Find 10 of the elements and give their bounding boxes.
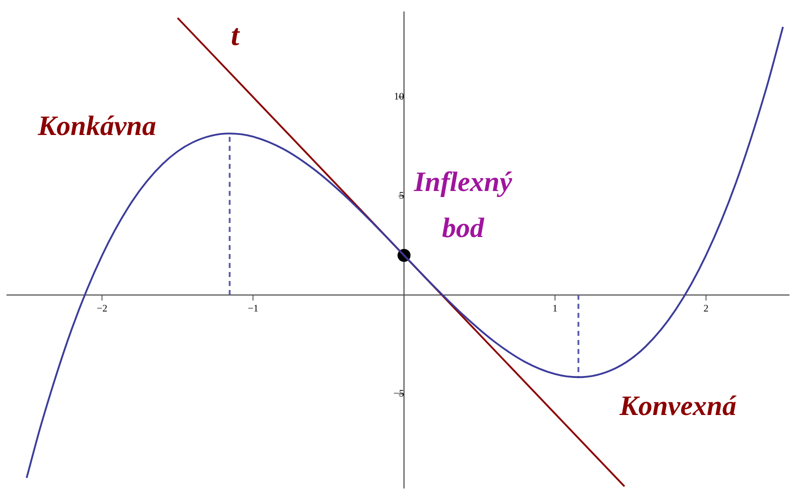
x-tick-label: 2 bbox=[703, 304, 708, 315]
annotation: Konkávna bbox=[36, 111, 156, 142]
annotation: Inflexný bod bbox=[413, 167, 513, 244]
annotation: t bbox=[230, 18, 241, 52]
x-tick-label: −1 bbox=[248, 304, 258, 315]
line-series bbox=[26, 26, 784, 479]
x-tick-label: 1 bbox=[552, 304, 558, 315]
y-tick-label: −5 bbox=[393, 388, 404, 400]
annotation: Konvexná bbox=[618, 391, 738, 422]
x-tick-label: −2 bbox=[96, 304, 108, 315]
